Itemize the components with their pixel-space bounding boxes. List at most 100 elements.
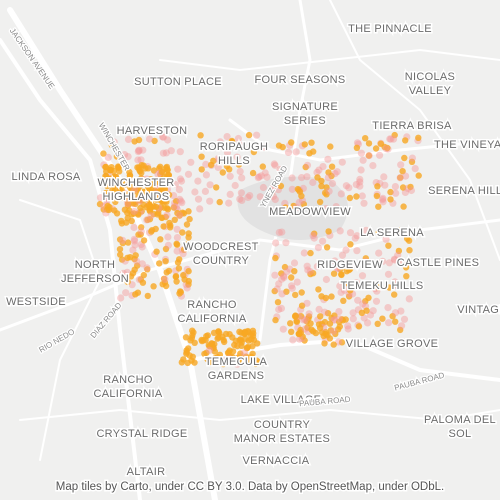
heat-dot — [394, 251, 402, 259]
heat-dot — [375, 249, 383, 257]
heat-dot — [147, 212, 155, 220]
heat-dot — [130, 186, 139, 194]
heat-dot — [342, 246, 350, 254]
heat-dot — [177, 177, 186, 185]
heat-dot — [219, 169, 226, 176]
heat-dot — [171, 202, 179, 210]
heat-dot — [353, 139, 362, 147]
heat-dot — [329, 327, 338, 335]
heat-dot — [322, 330, 330, 338]
heat-dot — [206, 181, 214, 189]
heat-dot — [298, 289, 305, 296]
heat-dot — [240, 349, 248, 357]
place-label: TIERRA BRISA — [372, 120, 452, 132]
heat-dot — [379, 198, 387, 206]
heat-dot — [165, 267, 173, 275]
heat-dot — [363, 307, 370, 314]
heat-dot — [130, 223, 138, 232]
heat-dot — [344, 322, 352, 330]
heat-dot — [132, 252, 139, 259]
heat-dot — [119, 194, 126, 201]
heat-dot — [138, 175, 145, 182]
heat-layer — [96, 131, 422, 368]
heat-dot — [325, 228, 332, 235]
heat-dot — [302, 163, 309, 171]
heat-dot — [237, 189, 245, 197]
heat-dot — [293, 278, 301, 286]
heat-dot — [415, 134, 422, 141]
heat-dot — [288, 185, 296, 193]
heat-dot — [158, 168, 166, 176]
heat-dot — [402, 264, 410, 271]
heat-dot — [143, 216, 151, 224]
heat-dot — [112, 198, 119, 206]
heat-dot — [351, 234, 359, 242]
heat-dot — [259, 163, 266, 170]
heat-dot — [159, 181, 167, 188]
heat-dot — [184, 240, 191, 248]
place-label: SERIES — [284, 115, 326, 127]
heat-dot — [372, 297, 381, 305]
place-label: COUNTRY — [254, 419, 311, 431]
place-label: COUNTRY — [193, 255, 250, 267]
place-label: TEMEKU HILLS — [340, 280, 423, 292]
heat-dot — [296, 335, 304, 343]
heat-dot — [338, 339, 346, 346]
place-label: HILLS — [218, 155, 250, 167]
heat-dot — [175, 265, 183, 272]
heat-dot — [103, 173, 110, 180]
heat-dot — [332, 330, 339, 338]
heat-dot — [246, 192, 254, 200]
heat-dot — [337, 190, 345, 198]
heat-dot — [179, 229, 186, 236]
heat-dot — [297, 329, 305, 336]
heat-dot — [328, 163, 336, 170]
heat-dot — [210, 329, 218, 336]
heat-dot — [392, 189, 400, 197]
heat-dot — [352, 181, 360, 189]
heat-dot — [124, 200, 132, 207]
heat-dot — [124, 239, 132, 246]
heat-dot — [134, 148, 142, 156]
heat-dot — [132, 291, 139, 298]
heat-dot — [275, 280, 283, 288]
heat-dot — [288, 328, 295, 335]
heat-dot — [174, 209, 181, 217]
heat-dot — [324, 155, 332, 163]
heat-dot — [231, 181, 239, 190]
heat-dot — [131, 266, 138, 273]
heat-dot — [144, 266, 151, 273]
heat-dot — [150, 283, 157, 290]
heat-dot — [124, 177, 131, 184]
heat-dot — [349, 315, 357, 323]
heat-dot — [405, 295, 413, 303]
heat-dot — [185, 234, 192, 241]
heat-dot — [379, 257, 387, 265]
heat-dot — [229, 348, 237, 355]
heat-dot — [287, 320, 294, 327]
heat-dot — [387, 196, 394, 203]
heat-dot — [379, 315, 386, 322]
heat-dot — [203, 143, 210, 150]
heat-dot — [167, 147, 175, 155]
heat-dot — [356, 182, 364, 190]
heat-dot — [288, 174, 296, 182]
heat-dot — [183, 350, 190, 357]
heat-dot — [204, 332, 211, 339]
heat-dot — [167, 222, 174, 229]
heat-dot — [353, 232, 361, 240]
heat-dot — [345, 280, 352, 287]
heat-dot — [130, 235, 138, 243]
heat-dot — [103, 168, 110, 175]
heat-dot — [145, 187, 153, 194]
heat-dot — [145, 135, 154, 143]
heat-dot — [116, 246, 124, 253]
heat-dot — [115, 179, 123, 187]
heat-dot — [185, 281, 192, 288]
heat-dot — [135, 197, 144, 205]
heat-dot — [271, 195, 279, 204]
place-label: FOUR SEASONS — [254, 74, 345, 86]
heat-dot — [323, 191, 330, 198]
heat-dot — [314, 244, 322, 252]
heat-dot — [385, 259, 393, 267]
